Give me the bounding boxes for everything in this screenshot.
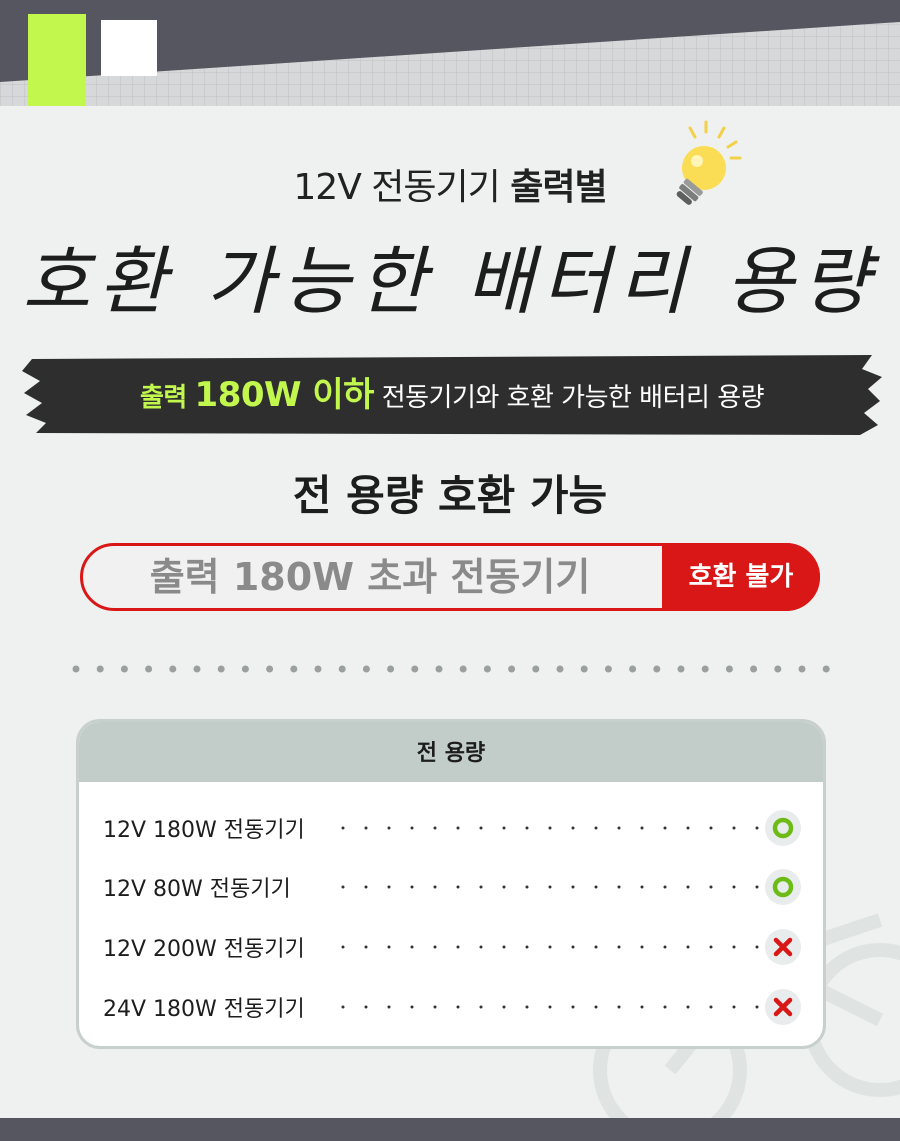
light-bulb-icon: [666, 118, 746, 218]
page-title: 호환 가능한 배터리 용량: [22, 239, 878, 325]
bottom-band: [0, 1118, 900, 1141]
device-label: 12V 180W 전동기기: [103, 818, 305, 843]
banner-suffix: 전동기기와 호환 가능한 배터리 용량: [381, 383, 765, 413]
table-row: 24V 180W 전동기기: [79, 985, 823, 1025]
subtitle: 12V 전동기기 출력별: [0, 158, 900, 210]
green-accent-block: [28, 14, 86, 106]
circle-o-icon: [765, 810, 801, 846]
banner-prefix: 출력: [139, 383, 187, 413]
circle-o-icon: [765, 869, 801, 905]
banner-highlight: 180W 이하: [194, 375, 375, 415]
device-label: 24V 180W 전동기기: [103, 997, 305, 1022]
device-label: 12V 80W 전동기기: [103, 877, 291, 902]
table-row: 12V 200W 전동기기: [79, 925, 823, 965]
table-header: 전 용량: [79, 722, 823, 782]
x-icon: [765, 989, 801, 1025]
incompatible-badge: 호환 불가: [662, 543, 820, 611]
compat-heading: 전 용량 호환 가능: [292, 471, 608, 520]
subtitle-bold: 출력별: [510, 167, 607, 208]
warning-text: 출력 180W 초과 전동기기: [149, 555, 591, 599]
table-row: 12V 80W 전동기기: [79, 865, 823, 905]
table-row: 12V 180W 전동기기: [79, 806, 823, 846]
top-band: [0, 0, 900, 106]
compatibility-table: 전 용량 12V 180W 전동기기 12V 80W 전동기기 12V 200W…: [76, 719, 826, 1049]
white-accent-block: [101, 20, 157, 76]
x-icon: [765, 929, 801, 965]
subtitle-normal: 12V 전동기기: [293, 167, 500, 208]
warning-pill: 출력 180W 초과 전동기기 호환 불가: [80, 543, 820, 611]
dotted-divider: [72, 658, 832, 673]
info-banner: 출력 180W 이하 전동기기와 호환 가능한 배터리 용량: [22, 355, 882, 435]
device-label: 12V 200W 전동기기: [103, 937, 305, 962]
